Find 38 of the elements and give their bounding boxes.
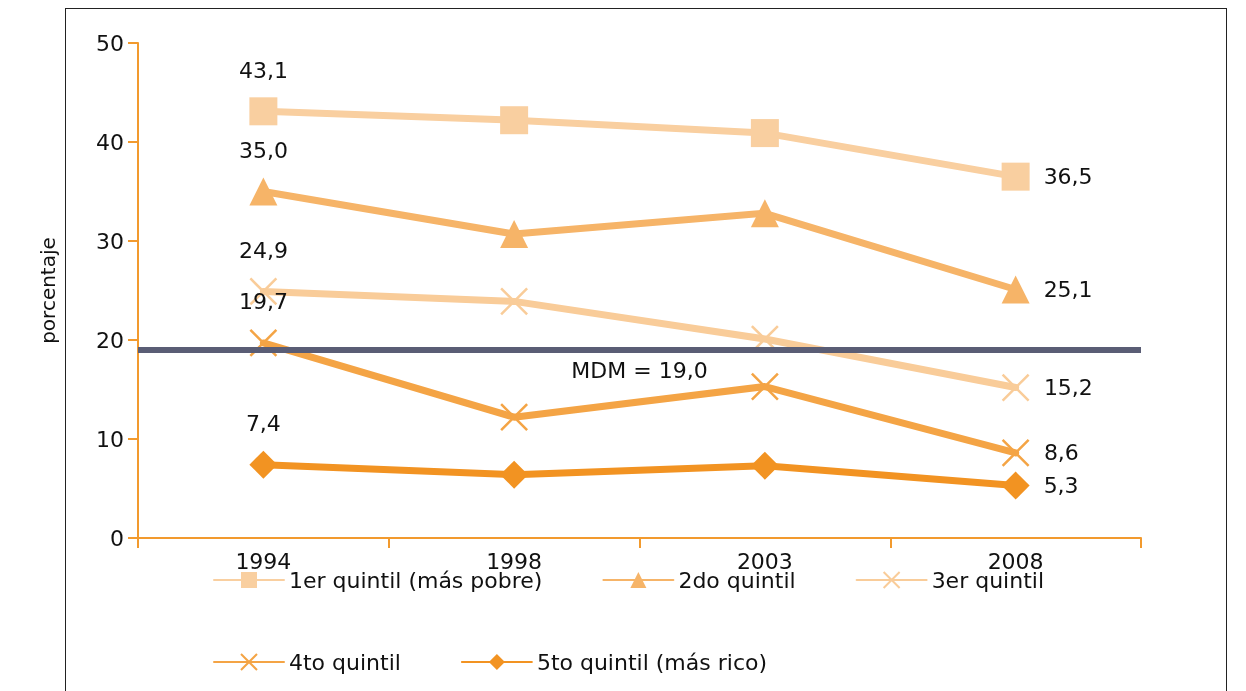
y-tick-label: 30 xyxy=(96,228,124,254)
point xyxy=(1001,438,1030,468)
data-label: 15,2 xyxy=(1043,375,1093,401)
point xyxy=(500,220,529,249)
y-axis-title: porcentaje xyxy=(36,237,60,344)
point xyxy=(1001,275,1030,304)
point xyxy=(1001,162,1030,191)
point xyxy=(1001,471,1030,500)
point xyxy=(750,199,779,228)
point xyxy=(249,177,278,206)
point xyxy=(499,402,529,432)
legend-label: 4to quintil xyxy=(289,649,401,675)
legend-label: 5to quintil (más rico) xyxy=(536,649,768,675)
y-tick-label: 40 xyxy=(96,129,124,155)
data-label: 5,3 xyxy=(1043,473,1079,499)
x-tick-label: 1994 xyxy=(235,548,292,574)
point xyxy=(499,287,529,316)
data-label: 7,4 xyxy=(245,411,281,437)
point xyxy=(500,460,529,489)
y-tick-label: 10 xyxy=(96,426,124,452)
point xyxy=(249,97,278,126)
y-tick-label: 20 xyxy=(96,327,124,353)
point xyxy=(750,119,779,148)
data-label: 36,5 xyxy=(1043,164,1093,190)
point xyxy=(500,106,529,135)
data-label: 24,9 xyxy=(238,237,288,263)
data-label: 35,0 xyxy=(238,138,288,163)
point xyxy=(249,450,278,479)
data-label: 25,1 xyxy=(1043,277,1093,303)
data-label: 43,1 xyxy=(238,57,288,83)
point xyxy=(750,451,779,480)
y-tick-label: 50 xyxy=(96,30,124,56)
data-label: 19,7 xyxy=(238,289,288,315)
point xyxy=(1001,373,1030,402)
point xyxy=(750,372,780,401)
ref-line-label: MDM = 19,0 xyxy=(571,358,708,384)
y-tick-label: 0 xyxy=(110,525,124,551)
data-label: 8,6 xyxy=(1043,440,1079,466)
